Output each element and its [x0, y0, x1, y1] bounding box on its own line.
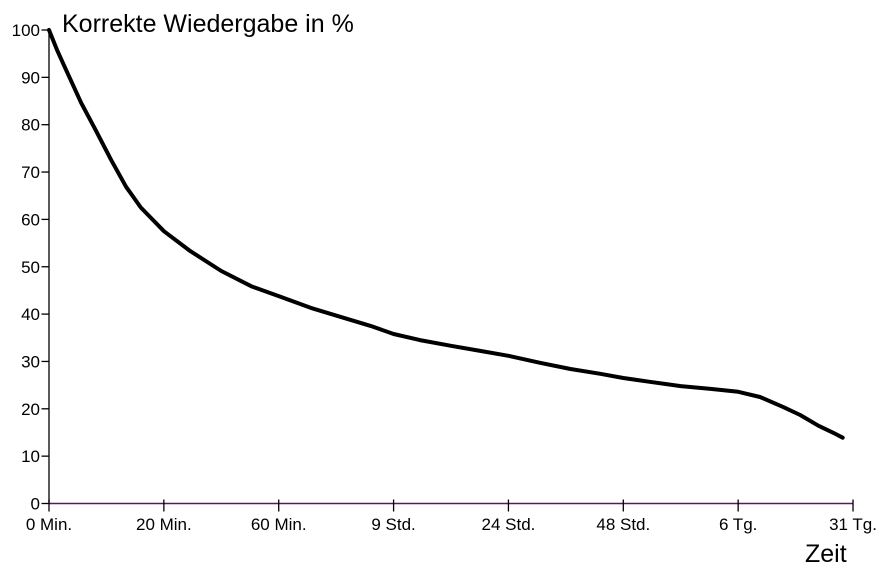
x-tick-label: 60 Min. — [251, 515, 307, 534]
y-tick-label: 40 — [21, 305, 40, 324]
chart-title: Korrekte Wiedergabe in % — [62, 10, 354, 38]
x-tick-label: 6 Tg. — [719, 515, 757, 534]
y-tick-label: 70 — [21, 163, 40, 182]
x-tick-label: 24 Std. — [482, 515, 536, 534]
x-tick-label: 48 Std. — [596, 515, 650, 534]
y-tick-label: 0 — [31, 495, 40, 514]
x-tick-label: 0 Min. — [26, 515, 72, 534]
x-tick-label: 31 Tg. — [829, 515, 877, 534]
y-tick-label: 80 — [21, 116, 40, 135]
x-tick-label: 20 Min. — [136, 515, 192, 534]
y-tick-label: 20 — [21, 400, 40, 419]
y-tick-label: 90 — [21, 68, 40, 87]
y-tick-label: 30 — [21, 352, 40, 371]
forgetting-curve-line — [47, 28, 845, 440]
x-tick-label: 9 Std. — [371, 515, 415, 534]
x-axis-title: Zeit — [805, 540, 847, 568]
y-tick-label: 10 — [21, 447, 40, 466]
y-tick-label: 100 — [12, 21, 40, 40]
y-tick-label: 50 — [21, 258, 40, 277]
y-tick-label: 60 — [21, 210, 40, 229]
